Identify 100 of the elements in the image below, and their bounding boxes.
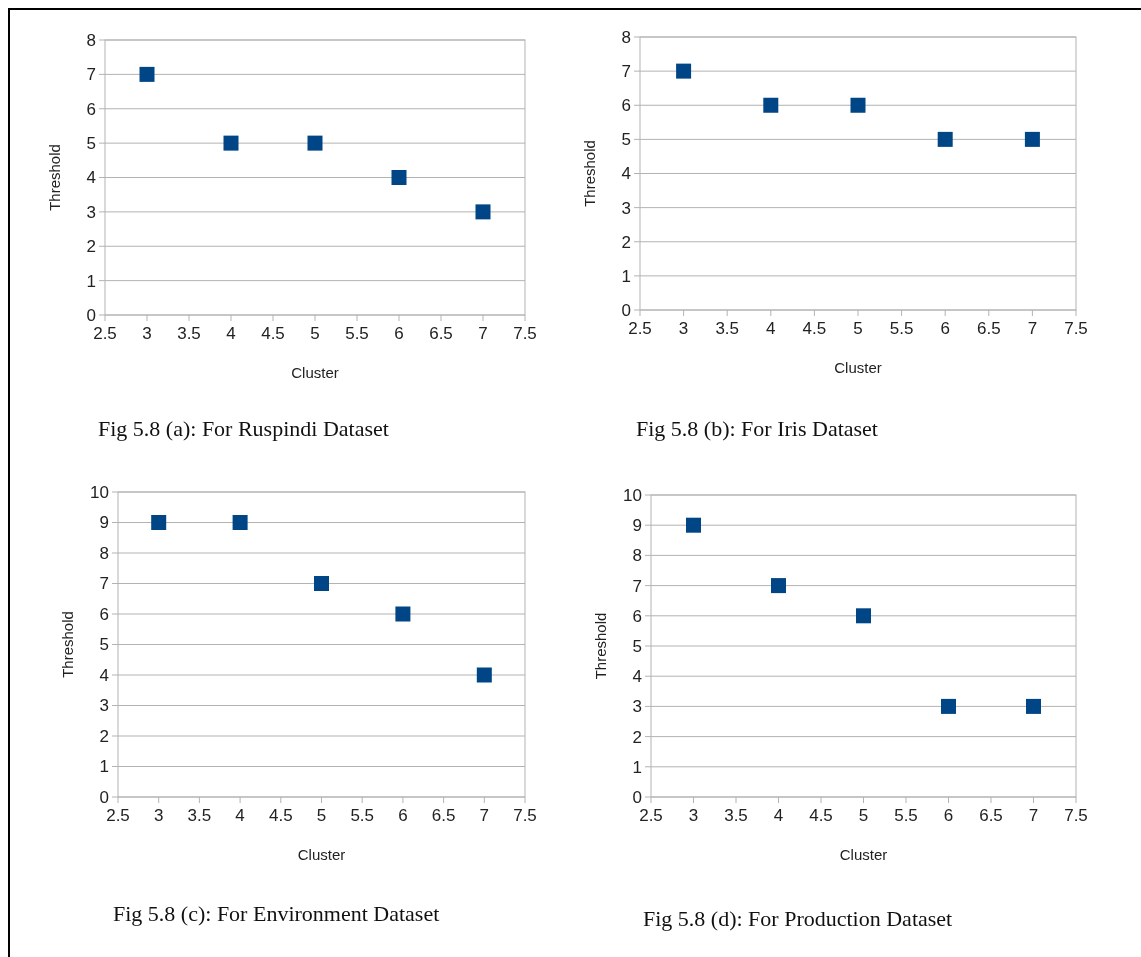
point xyxy=(139,66,155,82)
x-tick-label: 3 xyxy=(688,806,699,825)
y-tick-label: 2 xyxy=(86,237,96,257)
caption: Fig 5.8 (c): For Environment Dataset xyxy=(113,901,440,926)
point xyxy=(676,63,692,79)
point xyxy=(314,576,329,591)
x-tick-label: 4 xyxy=(773,806,784,825)
y-tick-label: 4 xyxy=(86,168,96,188)
x-tick-label: 4.5 xyxy=(261,324,285,343)
x-tick-label: 5 xyxy=(310,324,320,343)
point xyxy=(476,667,492,683)
x-tick-label: 5.5 xyxy=(345,324,369,343)
y-tick-label: 7 xyxy=(99,574,109,594)
point xyxy=(686,517,701,533)
x-tick-label: 3 xyxy=(142,324,152,343)
y-tick-label: 4 xyxy=(99,665,109,685)
y-tick-label: 10 xyxy=(623,485,642,505)
y-tick-label: 6 xyxy=(99,604,109,624)
y-tick-label: 1 xyxy=(86,271,96,291)
x-tick-label: 5.5 xyxy=(350,806,375,825)
y-tick-label: 5 xyxy=(99,635,109,655)
y-tick-label: 8 xyxy=(99,543,109,563)
y-tick-label: 3 xyxy=(86,202,96,222)
x-tick-label: 6.5 xyxy=(431,806,456,825)
point xyxy=(395,606,411,622)
x-tick-label: 7.5 xyxy=(1064,806,1088,825)
point xyxy=(941,698,956,714)
y-tick-label: 2 xyxy=(632,727,642,747)
y-tick-label: 7 xyxy=(86,65,96,85)
x-axis-title: Cluster xyxy=(834,359,882,376)
x-tick-label: 7.5 xyxy=(513,806,537,825)
point xyxy=(391,170,407,185)
y-tick-label: 8 xyxy=(621,27,631,47)
x-axis-title: Cluster xyxy=(839,846,888,863)
y-tick-label: 6 xyxy=(86,99,96,119)
y-tick-label: 1 xyxy=(632,757,642,777)
x-tick-label: 4 xyxy=(235,806,245,825)
point xyxy=(937,131,953,147)
x-tick-label: 3.5 xyxy=(177,324,201,343)
y-axis-title: Threshold xyxy=(46,144,63,211)
y-tick-label: 3 xyxy=(621,198,631,218)
x-axis-title: Cluster xyxy=(291,364,339,381)
y-axis-title: Threshold xyxy=(581,140,598,207)
y-axis-title: Threshold xyxy=(59,611,76,678)
x-tick-label: 3.5 xyxy=(724,806,748,825)
y-tick-label: 1 xyxy=(99,757,109,777)
y-tick-label: 2 xyxy=(621,232,631,252)
y-tick-label: 6 xyxy=(632,606,642,626)
x-tick-label: 6.5 xyxy=(979,806,1003,825)
point xyxy=(771,578,786,594)
x-tick-label: 7 xyxy=(1027,319,1038,338)
point xyxy=(232,515,248,530)
x-tick-label: 7.5 xyxy=(513,324,537,343)
y-tick-label: 0 xyxy=(99,787,109,807)
x-tick-label: 6 xyxy=(943,806,954,825)
x-tick-label: 2.5 xyxy=(639,806,663,825)
caption: Fig 5.8 (a): For Ruspindi Dataset xyxy=(98,416,389,441)
y-tick-label: 1 xyxy=(621,266,631,286)
y-tick-label: 9 xyxy=(99,513,109,533)
x-tick-label: 5 xyxy=(858,806,869,825)
x-tick-label: 2.5 xyxy=(106,806,130,825)
y-tick-label: 0 xyxy=(621,300,631,320)
y-tick-label: 5 xyxy=(632,636,642,656)
y-tick-label: 7 xyxy=(632,576,642,596)
x-tick-label: 4.5 xyxy=(268,806,293,825)
x-tick-label: 3.5 xyxy=(187,806,212,825)
point xyxy=(850,97,866,113)
y-tick-label: 0 xyxy=(632,787,642,807)
x-tick-label: 7 xyxy=(479,806,490,825)
y-tick-label: 8 xyxy=(86,30,96,50)
y-tick-label: 4 xyxy=(621,164,631,184)
x-tick-label: 6 xyxy=(394,324,404,343)
y-tick-label: 6 xyxy=(621,96,631,116)
caption: Fig 5.8 (b): For Iris Dataset xyxy=(636,416,878,441)
y-tick-label: 10 xyxy=(90,482,109,502)
x-tick-label: 6 xyxy=(940,319,950,338)
y-tick-label: 7 xyxy=(621,62,631,82)
x-tick-label: 5 xyxy=(316,806,327,825)
point xyxy=(1024,131,1040,147)
x-tick-label: 6.5 xyxy=(429,324,453,343)
point xyxy=(856,608,871,624)
x-tick-label: 5.5 xyxy=(894,806,918,825)
point xyxy=(151,515,167,530)
y-tick-label: 5 xyxy=(621,130,631,150)
y-tick-label: 3 xyxy=(632,697,642,717)
x-tick-label: 5 xyxy=(853,319,863,338)
y-tick-label: 8 xyxy=(632,546,642,566)
point xyxy=(307,135,323,151)
y-tick-label: 0 xyxy=(86,305,96,325)
x-tick-label: 4 xyxy=(766,319,776,338)
point xyxy=(223,135,239,151)
x-axis-title: Cluster xyxy=(297,846,346,863)
x-tick-label: 7.5 xyxy=(1064,319,1088,338)
point xyxy=(763,97,779,113)
y-tick-label: 3 xyxy=(99,696,109,716)
x-tick-label: 4 xyxy=(226,324,236,343)
y-tick-label: 5 xyxy=(86,134,96,154)
x-tick-label: 6.5 xyxy=(976,319,1001,338)
x-tick-label: 3 xyxy=(678,319,689,338)
x-tick-label: 7 xyxy=(1028,806,1039,825)
